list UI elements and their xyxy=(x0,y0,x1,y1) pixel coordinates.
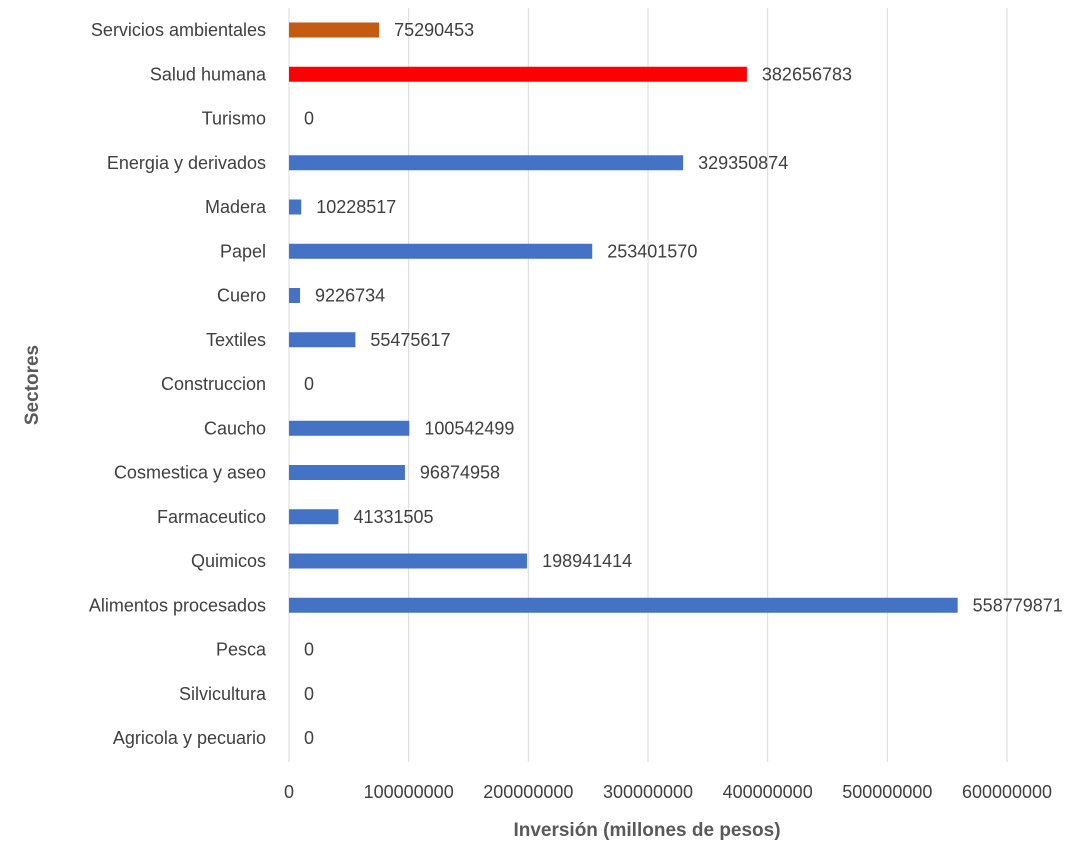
x-tick-label: 600000000 xyxy=(962,782,1052,802)
data-label: 0 xyxy=(304,109,314,129)
bar xyxy=(289,597,958,613)
data-label: 75290453 xyxy=(394,20,474,40)
data-label: 10228517 xyxy=(316,197,396,217)
category-label: Cosmestica y aseo xyxy=(114,463,266,483)
data-label: 0 xyxy=(304,640,314,660)
data-label: 0 xyxy=(304,684,314,704)
bar xyxy=(289,243,593,259)
bar xyxy=(289,332,356,348)
x-tick-label: 200000000 xyxy=(483,782,573,802)
category-label: Alimentos procesados xyxy=(89,595,266,615)
x-tick-labels: 0 100000000 200000000 300000000 400000000 500… xyxy=(284,782,1052,802)
bar xyxy=(289,22,380,38)
category-label: Turismo xyxy=(202,109,266,129)
category-label: Farmaceutico xyxy=(157,507,266,527)
bar xyxy=(289,288,301,303)
category-label: Quimicos xyxy=(191,551,266,571)
x-tick-label: 400000000 xyxy=(723,782,813,802)
data-label: 100542499 xyxy=(424,418,514,438)
bar xyxy=(289,66,747,82)
x-tick-label: 0 xyxy=(284,782,294,802)
data-label: 0 xyxy=(304,728,314,748)
bar xyxy=(289,420,410,436)
data-label: 0 xyxy=(304,374,314,394)
data-label: 253401570 xyxy=(607,241,697,261)
category-label: Energia y derivados xyxy=(107,153,266,173)
gridlines xyxy=(288,8,1008,762)
category-label: Construccion xyxy=(161,374,266,394)
bar xyxy=(289,509,339,525)
bar xyxy=(289,553,528,569)
category-label: Pesca xyxy=(216,640,267,660)
x-tick-label: 500000000 xyxy=(842,782,932,802)
data-labels: 75290453 382656783 0 329350874 10228517 25340… xyxy=(304,20,1063,748)
data-label: 41331505 xyxy=(353,507,433,527)
category-label: Madera xyxy=(205,197,267,217)
category-label: Silvicultura xyxy=(179,684,267,704)
category-label: Cuero xyxy=(217,286,266,306)
data-label: 96874958 xyxy=(420,463,500,483)
category-label: Agricola y pecuario xyxy=(113,728,266,748)
x-tick-label: 300000000 xyxy=(603,782,693,802)
bar xyxy=(289,465,405,480)
data-label: 382656783 xyxy=(762,64,852,84)
category-label: Servicios ambientales xyxy=(91,20,266,40)
category-label: Salud humana xyxy=(150,64,267,84)
y-axis-title: Sectores xyxy=(22,345,43,425)
bar xyxy=(289,155,684,171)
data-label: 558779871 xyxy=(973,595,1063,615)
data-label: 55475617 xyxy=(370,330,450,350)
bars xyxy=(289,22,958,613)
data-label: 198941414 xyxy=(542,551,632,571)
category-label: Caucho xyxy=(204,418,266,438)
category-label: Textiles xyxy=(206,330,266,350)
data-label: 329350874 xyxy=(698,153,788,173)
category-labels: Servicios ambientales Salud humana Turismo… xyxy=(89,20,267,748)
category-label: Papel xyxy=(220,241,266,261)
data-label: 9226734 xyxy=(315,286,385,306)
x-tick-label: 100000000 xyxy=(364,782,454,802)
x-axis-title: Inversión (millones de pesos) xyxy=(513,820,780,841)
bar xyxy=(289,199,302,215)
